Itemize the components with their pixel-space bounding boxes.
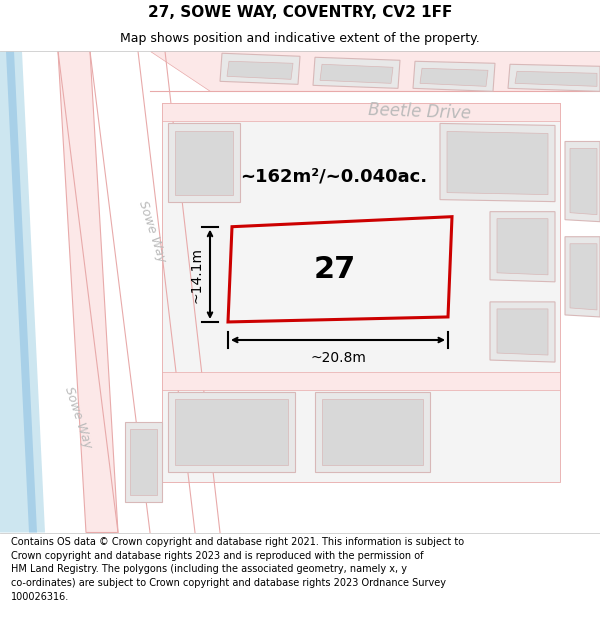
Text: Contains OS data © Crown copyright and database right 2021. This information is : Contains OS data © Crown copyright and d… xyxy=(11,537,464,601)
Polygon shape xyxy=(6,51,37,532)
Text: 27: 27 xyxy=(314,256,356,284)
Polygon shape xyxy=(565,141,600,222)
Polygon shape xyxy=(227,61,293,79)
Text: Sowe Way: Sowe Way xyxy=(136,199,168,264)
Polygon shape xyxy=(515,71,597,86)
Polygon shape xyxy=(175,131,233,194)
Text: 27, SOWE WAY, COVENTRY, CV2 1FF: 27, SOWE WAY, COVENTRY, CV2 1FF xyxy=(148,5,452,20)
Polygon shape xyxy=(175,399,288,466)
Polygon shape xyxy=(565,237,600,317)
Text: Map shows position and indicative extent of the property.: Map shows position and indicative extent… xyxy=(120,32,480,45)
Text: Sowe Way: Sowe Way xyxy=(62,384,94,450)
Polygon shape xyxy=(168,392,295,472)
Polygon shape xyxy=(162,103,560,121)
Polygon shape xyxy=(497,309,548,355)
Polygon shape xyxy=(570,149,597,214)
Polygon shape xyxy=(320,64,393,83)
Text: Beetle Drive: Beetle Drive xyxy=(368,101,472,122)
Polygon shape xyxy=(162,103,560,482)
Polygon shape xyxy=(228,217,452,322)
Polygon shape xyxy=(420,68,488,86)
Text: ~14.1m: ~14.1m xyxy=(189,247,203,303)
Polygon shape xyxy=(413,61,495,91)
Polygon shape xyxy=(440,123,555,202)
Text: ~20.8m: ~20.8m xyxy=(310,351,366,365)
Polygon shape xyxy=(490,212,555,282)
Polygon shape xyxy=(0,51,45,532)
Polygon shape xyxy=(447,131,548,194)
Polygon shape xyxy=(130,429,157,496)
Polygon shape xyxy=(490,302,555,362)
Polygon shape xyxy=(125,422,162,502)
Polygon shape xyxy=(497,219,548,275)
Polygon shape xyxy=(508,64,600,91)
Polygon shape xyxy=(168,123,240,202)
Polygon shape xyxy=(322,399,423,466)
Polygon shape xyxy=(58,51,118,532)
Text: ~162m²/~0.040ac.: ~162m²/~0.040ac. xyxy=(240,168,427,186)
Polygon shape xyxy=(162,372,560,390)
Polygon shape xyxy=(220,53,300,84)
Polygon shape xyxy=(315,392,430,472)
Polygon shape xyxy=(313,58,400,88)
Polygon shape xyxy=(150,51,600,91)
Polygon shape xyxy=(570,244,597,310)
